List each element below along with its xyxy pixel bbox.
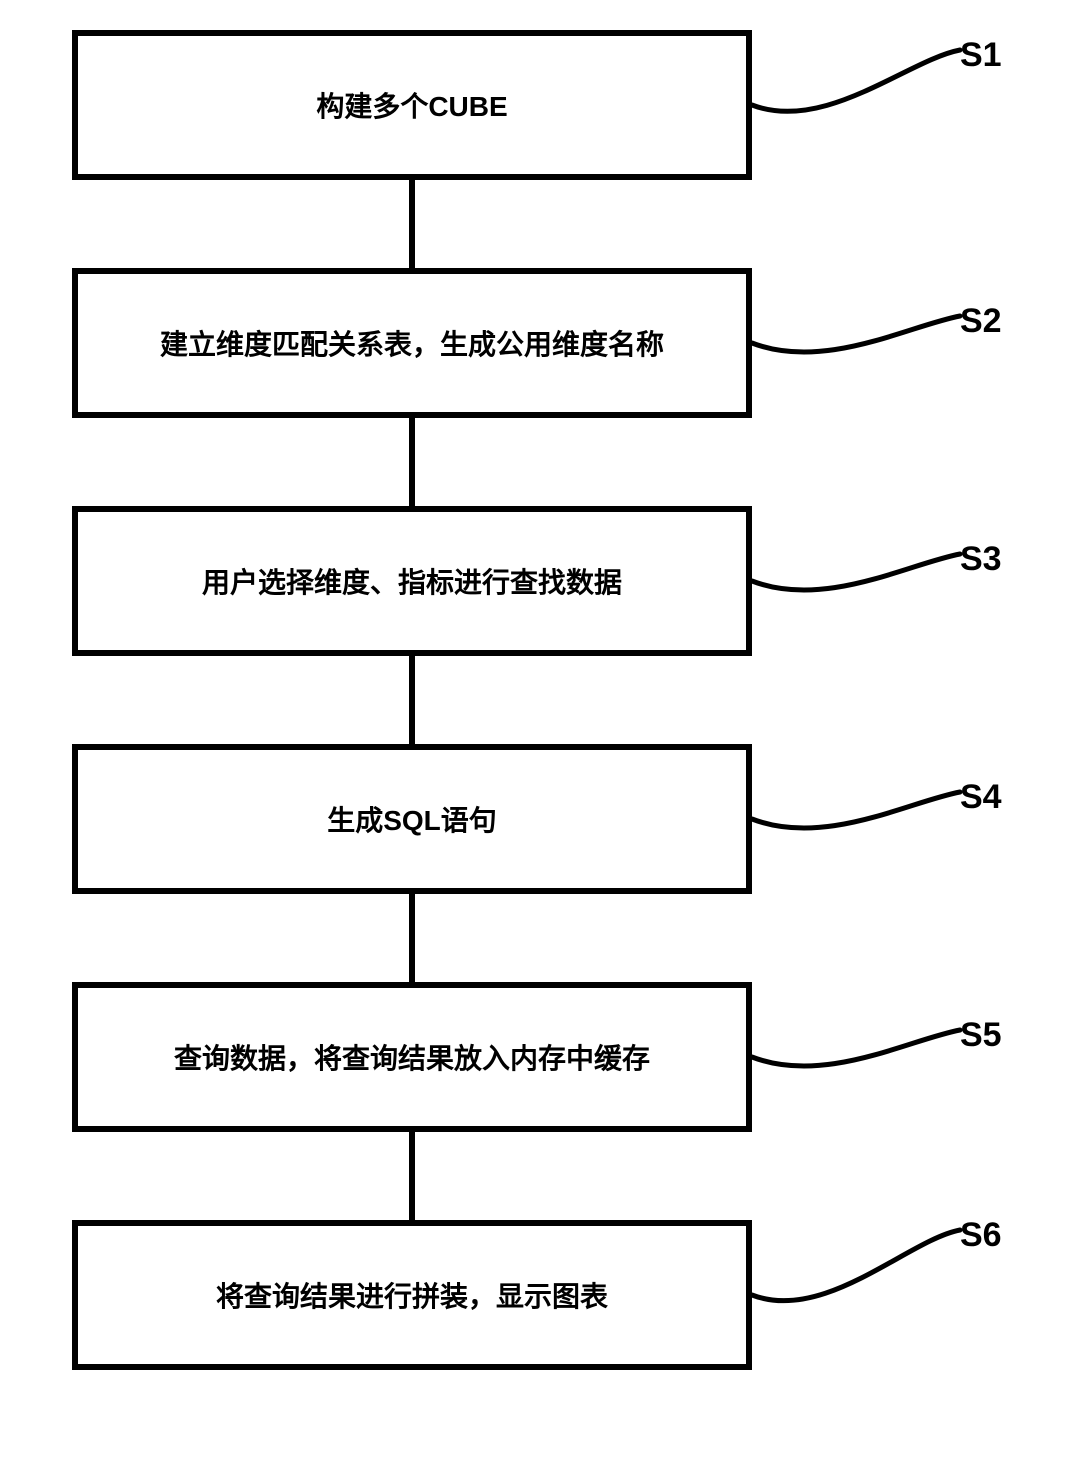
flow-step-s3: 用户选择维度、指标进行查找数据 [72, 506, 752, 656]
callout-curve-s6 [742, 1190, 970, 1335]
callout-curve-s4 [742, 752, 970, 859]
flow-step-s6: 将查询结果进行拼装，显示图表 [72, 1220, 752, 1370]
flowchart-canvas: 构建多个CUBES1建立维度匹配关系表，生成公用维度名称S2用户选择维度、指标进… [0, 0, 1082, 1462]
flow-connector [409, 418, 415, 506]
callout-curve-s1 [742, 10, 970, 145]
flow-connector [409, 656, 415, 744]
callout-curve-s3 [742, 514, 970, 621]
callout-curve-s5 [742, 990, 970, 1097]
flow-step-text: 生成SQL语句 [327, 799, 497, 839]
callout-curve-s2 [742, 276, 970, 383]
flow-step-text: 将查询结果进行拼装，显示图表 [216, 1275, 608, 1315]
flow-step-text: 查询数据，将查询结果放入内存中缓存 [174, 1037, 650, 1077]
flow-connector [409, 894, 415, 982]
flow-step-text: 用户选择维度、指标进行查找数据 [202, 561, 622, 601]
flow-step-text: 构建多个CUBE [316, 85, 507, 125]
flow-step-s5: 查询数据，将查询结果放入内存中缓存 [72, 982, 752, 1132]
flow-step-text: 建立维度匹配关系表，生成公用维度名称 [160, 323, 664, 363]
flow-step-s4: 生成SQL语句 [72, 744, 752, 894]
flow-step-s2: 建立维度匹配关系表，生成公用维度名称 [72, 268, 752, 418]
flow-connector [409, 180, 415, 268]
flow-connector [409, 1132, 415, 1220]
flow-step-s1: 构建多个CUBE [72, 30, 752, 180]
